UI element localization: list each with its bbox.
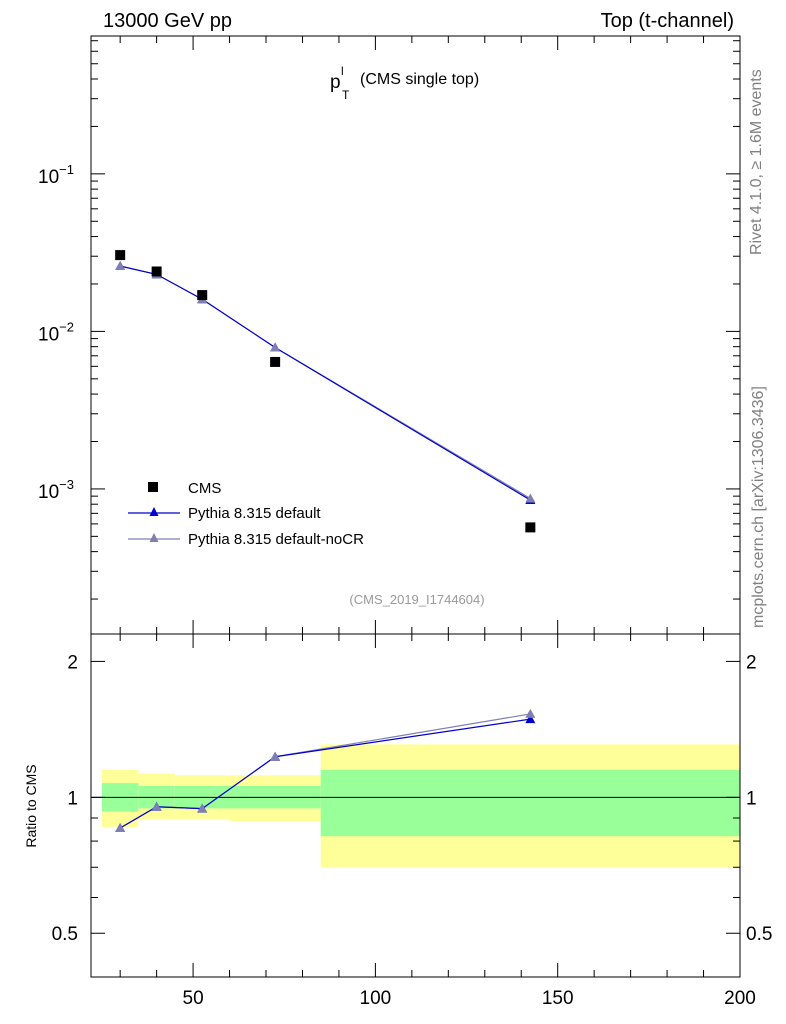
series-point-Pythia 8.315 default-noCR [525,493,536,503]
x-tick-label: 150 [542,988,574,1009]
ratio-uncertainty-bands [91,744,740,868]
ratio-y-axis-label: Ratio to CMS [23,764,39,847]
legend-marker-nocr [149,533,159,542]
ratio-point-noCR [151,801,162,811]
x-tick-label: 200 [724,988,756,1009]
ratio-point-noCR [115,823,126,833]
legend-marker-default [149,507,159,516]
y-tick-label-ratio-right: 0.5 [746,924,772,945]
header-right: Top (t-channel) [601,10,734,32]
y-tick-label-top: 10−3 [38,477,74,503]
cms-data-point [115,250,126,261]
legend-label-default: Pythia 8.315 default [188,505,321,522]
ratio-point-default [525,714,536,724]
legend-label-nocr: Pythia 8.315 default-noCR [188,531,364,548]
side-label-mcplots: mcplots.cern.ch [arXiv:1306.3436] [750,386,767,628]
ratio-point-noCR [270,751,281,761]
axis-ticks: 50 100 150 200 10−1 10−2 10−3 2 2 1 1 0.5 0.5 [38,36,772,1009]
ratio-point-noCR [525,708,536,718]
y-tick-label-ratio: 0.5 [52,924,78,945]
cms-data-point [270,356,281,367]
side-label-rivet: Rivet 4.1.0, ≥ 1.6M events [748,69,765,255]
x-tick-label: 50 [183,988,204,1009]
series-point-Pythia 8.315 default-noCR [270,342,281,352]
y-tick-label-top: 10−2 [38,319,74,345]
data-marks [115,250,536,833]
header-left: 13000 GeV pp [103,10,232,32]
plot-title-superscript: l [341,64,344,78]
ratio-band-inner [320,769,740,837]
cms-data-point [197,290,208,301]
legend-marker-cms [148,482,158,492]
y-tick-label-ratio: 2 [67,652,78,673]
series-line-Pythia 8.315 default [120,265,531,501]
legend-label-cms: CMS [188,480,221,497]
plot-title-main: p [330,72,341,93]
cms-data-point [151,266,162,277]
plot-title-subscript: T [342,88,350,102]
plot-title-rest: (CMS single top) [360,71,479,88]
y-tick-label-top: 10−1 [38,162,74,188]
cms-data-point [525,522,536,533]
ratio-point-noCR [197,803,208,813]
y-tick-label-ratio-right: 2 [746,652,757,673]
ratio-plot-frame [90,633,741,978]
y-tick-label-ratio: 1 [67,788,78,809]
x-tick-label: 100 [360,988,392,1009]
analysis-label: (CMS_2019_I1744604) [349,592,484,607]
y-tick-label-ratio-right: 1 [746,788,757,809]
legend: CMS Pythia 8.315 default Pythia 8.315 de… [128,480,364,548]
series-point-Pythia 8.315 default-noCR [115,261,126,271]
